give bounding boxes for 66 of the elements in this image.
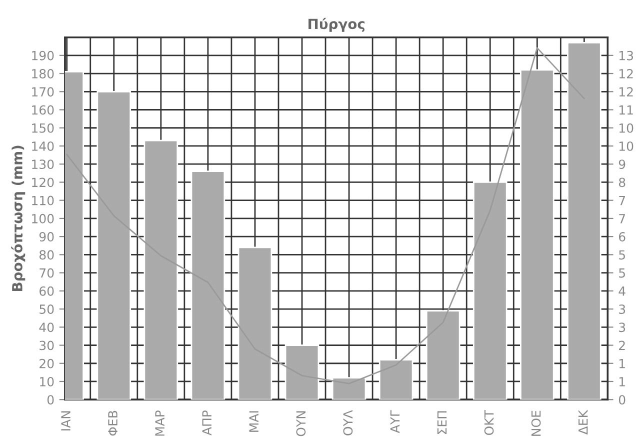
x-tick-label: ΑΥΓ [390, 410, 400, 434]
y2-tick-label: 7 [619, 214, 625, 224]
y-tick-label: 100 [32, 214, 54, 224]
y2-tick-label: 5 [619, 250, 625, 260]
y-tick-label: 150 [32, 123, 54, 133]
x-tick-label: ΜΑΙ [249, 411, 258, 432]
bar [567, 42, 602, 400]
x-tick-label: ΟΥΛ [343, 410, 353, 436]
bar [332, 377, 366, 400]
bar [284, 344, 320, 400]
y-tick-label: 140 [32, 141, 54, 151]
y2-tick-label: 7 [619, 196, 625, 206]
y2-tick-label: 3 [619, 304, 626, 314]
bar [190, 170, 226, 400]
bar [426, 310, 460, 400]
y2-tick-label: 6 [618, 232, 626, 242]
x-tick-label: ΣΕΠ [437, 411, 447, 434]
bar [520, 69, 554, 400]
y-tick-label: 110 [32, 196, 54, 206]
y-tick-label: 60 [40, 286, 54, 296]
y2-tick-label: 3 [619, 322, 626, 332]
y-tick-label: 70 [40, 268, 54, 278]
y-tick-label: 180 [32, 69, 54, 78]
x-tick-label: ΔΕΚ [578, 410, 588, 435]
bar [96, 90, 132, 400]
y-tick-label: 20 [40, 358, 54, 368]
y-tick-label: 170 [32, 87, 54, 97]
y2-tick-label: 5 [619, 268, 625, 278]
y2-tick-label: 1 [619, 359, 625, 368]
y-tick-label: 130 [32, 160, 54, 170]
bar [378, 359, 414, 400]
line-series [66, 47, 585, 384]
x-tick-label: ΟΥΝ [296, 411, 306, 436]
y2-tick-label: 2 [619, 340, 625, 350]
x-tick-label: ΦΕΒ [108, 410, 118, 436]
bar [472, 182, 508, 400]
y2-tick-label: 12 [619, 69, 633, 78]
x-tick-label: ΑΠΡ [202, 410, 212, 436]
y2-tick-label: 10 [619, 123, 634, 133]
y-tick-label: 90 [39, 232, 54, 242]
x-tick-label: ΜΑΡ [155, 410, 164, 436]
chart-title: Πύργος [308, 18, 364, 32]
x-tick-label: ΙΑΝ [61, 411, 70, 430]
y2-tick-label: 12 [619, 87, 633, 96]
y2-tick-label: 1 [619, 377, 625, 386]
y2-tick-label: 10 [619, 141, 634, 151]
x-tick-label: ΟΚΤ [484, 410, 494, 435]
y-tick-label: 80 [40, 250, 54, 260]
y-axis-title: Βροχόπτωση (mm) [11, 146, 26, 292]
y2-tick-label: 9 [618, 160, 626, 170]
y2-tick-label: 13 [619, 50, 634, 60]
y-tick-label: 190 [32, 50, 54, 60]
y2-tick-label: 11 [619, 105, 633, 115]
x-tick-label: ΝΟΕ [531, 410, 541, 436]
y-tick-label: 0 [47, 395, 54, 405]
y2-tick-label: 8 [618, 178, 626, 188]
y2-tick-label: 4 [618, 286, 626, 296]
y-tick-label: 120 [32, 178, 54, 188]
bar [144, 140, 178, 400]
y2-tick-label: 0 [618, 395, 626, 405]
y-tick-label: 40 [39, 322, 54, 332]
y-tick-label: 50 [40, 304, 54, 314]
bar [238, 246, 272, 400]
y-tick-label: 10 [40, 376, 54, 386]
y-tick-label: 160 [32, 105, 54, 115]
y-tick-label: 30 [40, 340, 54, 350]
